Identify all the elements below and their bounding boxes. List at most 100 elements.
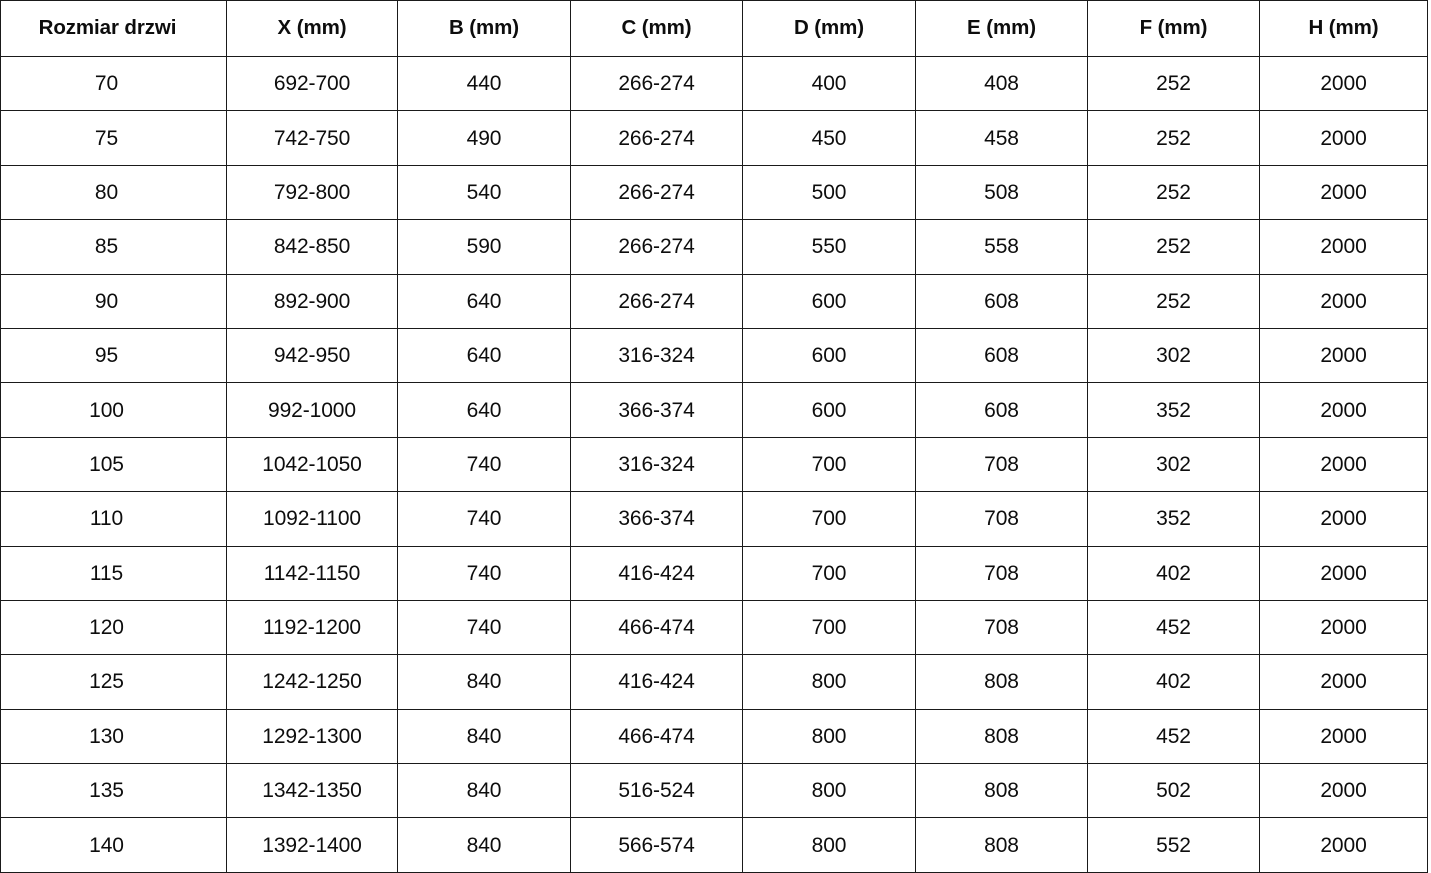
cell-d: 700: [742, 599, 916, 656]
cell-x: 792-800: [226, 164, 398, 221]
table-row: 120 1192-1200 740 466-474 700 708 452 2000: [0, 599, 1428, 656]
cell-e: 608: [915, 327, 1088, 384]
cell-f: 252: [1087, 273, 1260, 329]
cell-x: 742-750: [226, 110, 398, 166]
cell-h: 2000: [1259, 491, 1428, 547]
cell-d: 600: [742, 327, 916, 384]
cell-e: 508: [915, 164, 1088, 221]
cell-x: 1142-1150: [226, 545, 398, 601]
cell-b: 490: [397, 110, 571, 166]
cell-size: 95: [0, 327, 227, 384]
cell-b: 740: [397, 491, 571, 547]
cell-size: 85: [0, 219, 227, 275]
cell-d: 600: [742, 273, 916, 329]
cell-size: 140: [0, 817, 227, 873]
cell-h: 2000: [1259, 273, 1428, 329]
cell-x: 1192-1200: [226, 599, 398, 656]
cell-c: 516-524: [570, 763, 743, 819]
cell-e: 458: [915, 110, 1088, 166]
cell-d: 800: [742, 654, 916, 710]
cell-c: 466-474: [570, 708, 743, 765]
cell-c: 266-274: [570, 110, 743, 166]
cell-h: 2000: [1259, 382, 1428, 438]
column-header-c: C (mm): [570, 0, 743, 57]
cell-f: 252: [1087, 55, 1260, 112]
cell-e: 708: [915, 545, 1088, 601]
cell-f: 402: [1087, 654, 1260, 710]
cell-h: 2000: [1259, 55, 1428, 112]
table-row: 85 842-850 590 266-274 550 558 252 2000: [0, 219, 1428, 275]
cell-x: 1092-1100: [226, 491, 398, 547]
cell-d: 400: [742, 55, 916, 112]
cell-f: 402: [1087, 545, 1260, 601]
table-row: 90 892-900 640 266-274 600 608 252 2000: [0, 273, 1428, 329]
cell-h: 2000: [1259, 327, 1428, 384]
cell-b: 640: [397, 382, 571, 438]
cell-h: 2000: [1259, 545, 1428, 601]
cell-size: 90: [0, 273, 227, 329]
cell-c: 316-324: [570, 327, 743, 384]
cell-d: 550: [742, 219, 916, 275]
cell-e: 408: [915, 55, 1088, 112]
cell-f: 452: [1087, 708, 1260, 765]
cell-h: 2000: [1259, 817, 1428, 873]
column-header-d: D (mm): [742, 0, 916, 57]
cell-d: 800: [742, 817, 916, 873]
cell-size: 80: [0, 164, 227, 221]
cell-e: 808: [915, 654, 1088, 710]
cell-c: 266-274: [570, 164, 743, 221]
cell-c: 266-274: [570, 55, 743, 112]
cell-x: 1342-1350: [226, 763, 398, 819]
cell-f: 352: [1087, 382, 1260, 438]
cell-h: 2000: [1259, 654, 1428, 710]
table-row: 115 1142-1150 740 416-424 700 708 402 2000: [0, 545, 1428, 601]
table-row: 130 1292-1300 840 466-474 800 808 452 2000: [0, 708, 1428, 765]
cell-size: 130: [0, 708, 227, 765]
cell-x: 1392-1400: [226, 817, 398, 873]
table-row: 70 692-700 440 266-274 400 408 252 2000: [0, 55, 1428, 112]
cell-e: 808: [915, 708, 1088, 765]
cell-b: 740: [397, 436, 571, 493]
cell-size: 135: [0, 763, 227, 819]
cell-x: 1042-1050: [226, 436, 398, 493]
cell-c: 466-474: [570, 599, 743, 656]
table-row: 110 1092-1100 740 366-374 700 708 352 2000: [0, 491, 1428, 547]
table-row: 140 1392-1400 840 566-574 800 808 552 2000: [0, 817, 1428, 873]
cell-f: 452: [1087, 599, 1260, 656]
cell-c: 416-424: [570, 654, 743, 710]
cell-h: 2000: [1259, 164, 1428, 221]
table-header-row: Rozmiar drzwi X (mm) B (mm) C (mm) D (mm) E (…: [0, 0, 1428, 57]
column-header-b: B (mm): [397, 0, 571, 57]
cell-x: 692-700: [226, 55, 398, 112]
cell-d: 600: [742, 382, 916, 438]
cell-f: 252: [1087, 164, 1260, 221]
cell-e: 708: [915, 491, 1088, 547]
cell-b: 840: [397, 708, 571, 765]
cell-c: 366-374: [570, 491, 743, 547]
cell-x: 1242-1250: [226, 654, 398, 710]
cell-h: 2000: [1259, 436, 1428, 493]
cell-e: 608: [915, 273, 1088, 329]
cell-x: 992-1000: [226, 382, 398, 438]
cell-b: 540: [397, 164, 571, 221]
cell-b: 590: [397, 219, 571, 275]
cell-e: 558: [915, 219, 1088, 275]
table-row: 100 992-1000 640 366-374 600 608 352 2000: [0, 382, 1428, 438]
cell-x: 1292-1300: [226, 708, 398, 765]
cell-b: 640: [397, 273, 571, 329]
cell-size: 115: [0, 545, 227, 601]
cell-size: 75: [0, 110, 227, 166]
cell-c: 266-274: [570, 219, 743, 275]
cell-h: 2000: [1259, 599, 1428, 656]
column-header-size: Rozmiar drzwi: [0, 0, 227, 57]
cell-f: 302: [1087, 436, 1260, 493]
cell-size: 100: [0, 382, 227, 438]
cell-f: 352: [1087, 491, 1260, 547]
cell-f: 252: [1087, 219, 1260, 275]
cell-x: 842-850: [226, 219, 398, 275]
cell-x: 892-900: [226, 273, 398, 329]
cell-size: 110: [0, 491, 227, 547]
cell-size: 105: [0, 436, 227, 493]
table-header: Rozmiar drzwi X (mm) B (mm) C (mm) D (mm) E (…: [0, 0, 1428, 57]
